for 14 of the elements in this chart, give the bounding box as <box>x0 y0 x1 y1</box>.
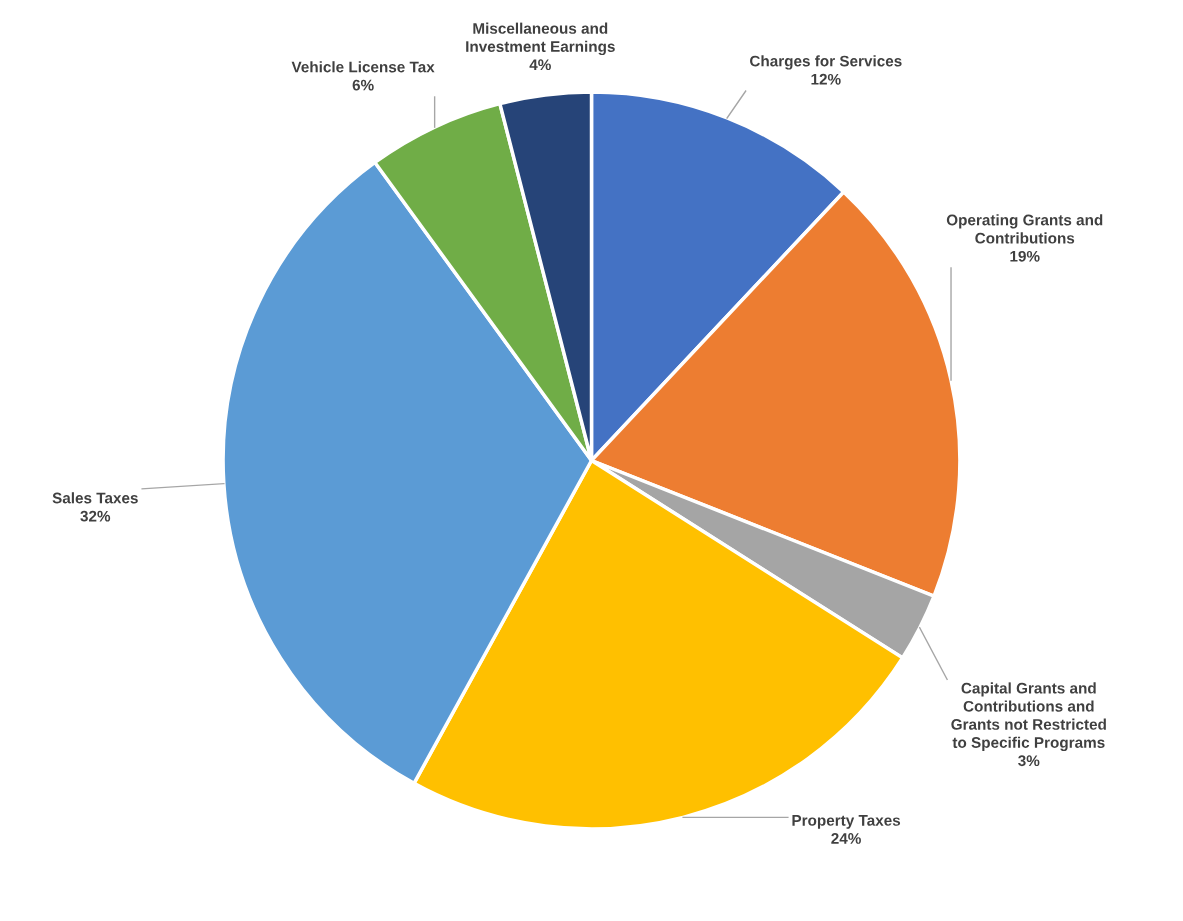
data-label: 24% <box>831 833 861 844</box>
slice-label: Charges for Services <box>750 55 902 70</box>
data-label: 19% <box>1010 250 1040 262</box>
slice-label: Operating Grants and Contributions <box>946 214 1103 244</box>
slice-label: Capital Grants and Contributions and Grants not Restricted to Specific Programs <box>951 682 1106 752</box>
data-label: 32% <box>80 510 111 522</box>
data-label: 4% <box>529 59 551 71</box>
data-label: 3% <box>1018 755 1040 767</box>
data-label: 6% <box>352 79 374 91</box>
slice-label: Miscellaneous and Investment Earnings <box>466 22 615 56</box>
slice-label: Vehicle License Tax <box>291 61 435 73</box>
data-label: 12% <box>811 73 841 85</box>
slice-label: Property Taxes <box>792 815 901 829</box>
slice-label: Sales Taxes <box>52 492 138 504</box>
